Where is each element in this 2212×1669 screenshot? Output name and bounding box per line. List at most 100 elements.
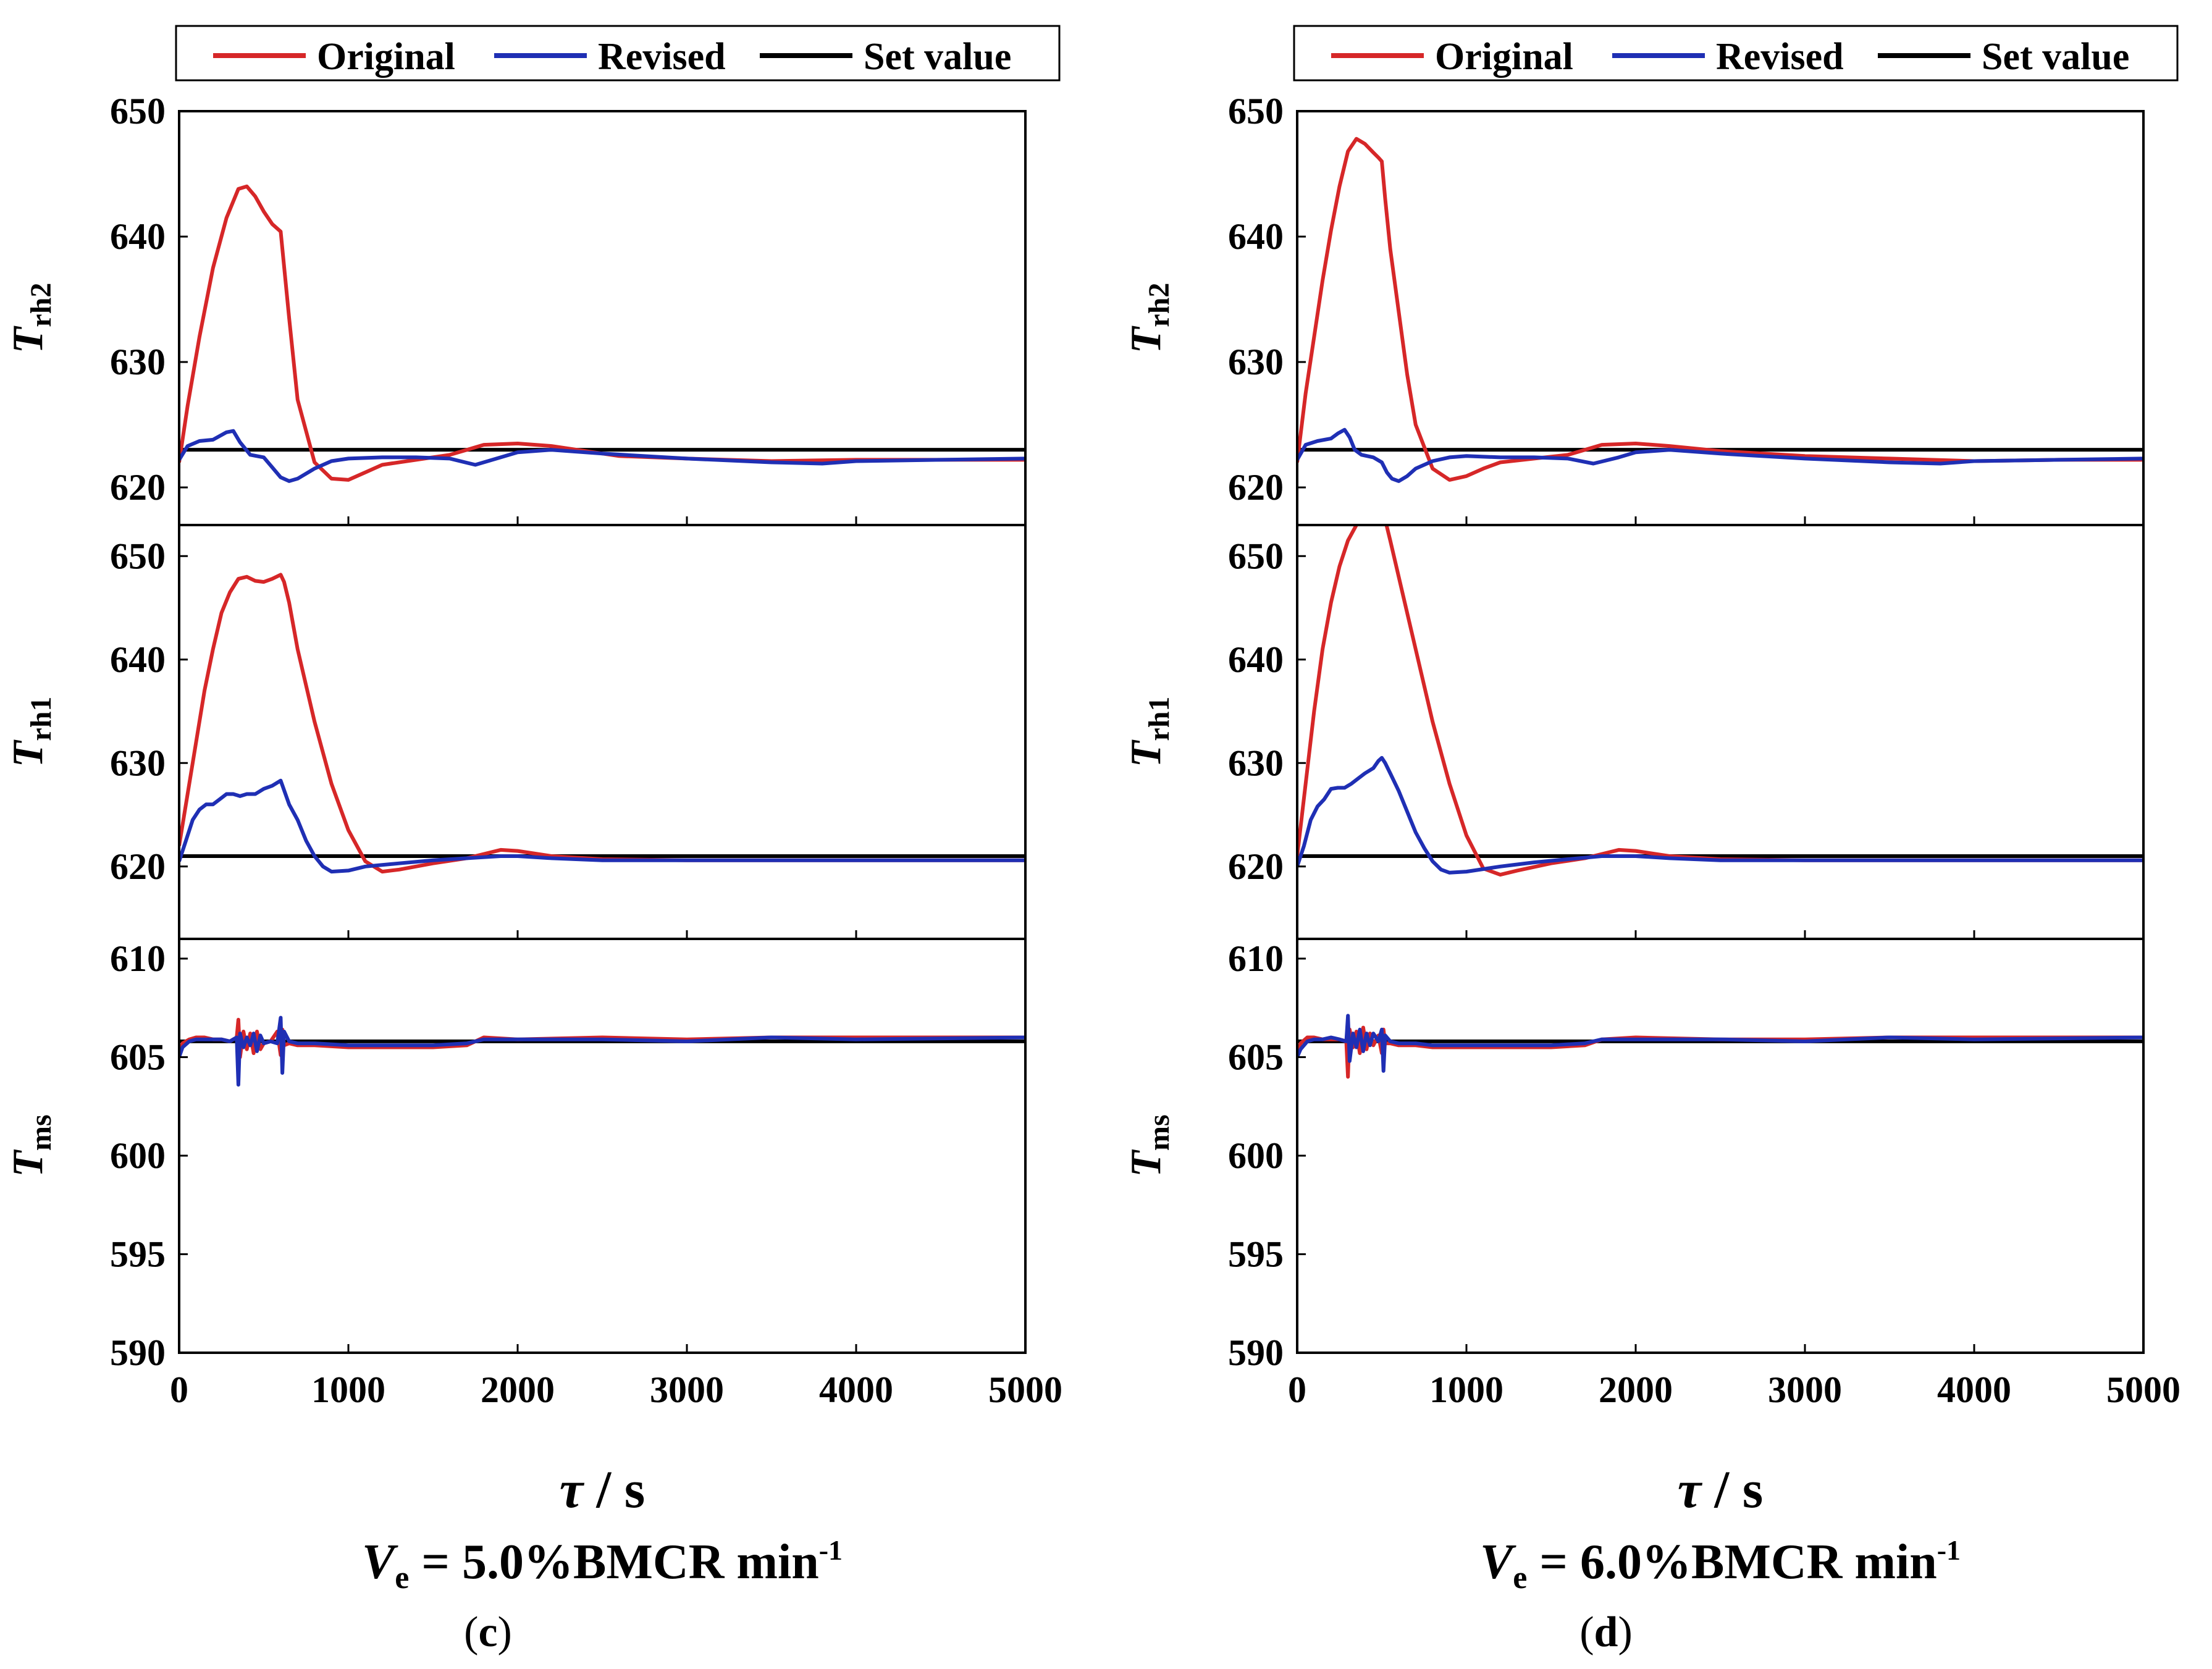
y-tick-label: 590 (1228, 1332, 1284, 1373)
series-revised-ms (1297, 1014, 2143, 1073)
series-revised-ms (179, 1015, 1025, 1087)
x-tick-label: 2000 (1599, 1369, 1673, 1410)
y-tick-label: 590 (110, 1332, 166, 1373)
panel-label-open: ( (1579, 1608, 1594, 1656)
legend: Original Revised Set value (175, 25, 1061, 82)
panel-label: (d) (1579, 1608, 1633, 1656)
y-tick-label: 595 (1228, 1234, 1284, 1274)
condition-label: Ve = 5.0%BMCR min-1 (362, 1534, 843, 1595)
y-label-subscript: rh1 (1143, 697, 1175, 741)
condition-symbol: V (1480, 1535, 1516, 1589)
y-tick-label: 600 (1228, 1135, 1284, 1176)
y-tick-label: 605 (110, 1036, 166, 1077)
y-tick-label: 610 (1228, 938, 1284, 979)
x-tick-label: 3000 (1768, 1369, 1842, 1410)
y-tick-label: 640 (1228, 639, 1284, 680)
y-axis-label: Trh1 (1122, 697, 1175, 768)
subplot-ms: 590 595 600 605 610 Tms (4, 938, 1027, 1373)
y-tick-label: 650 (110, 91, 166, 132)
y-tick-label: 650 (1228, 91, 1284, 132)
plot-frame (178, 524, 1027, 940)
y-tick-label: 620 (1228, 846, 1284, 887)
y-axis-label: Tms (1122, 1114, 1175, 1177)
panel-d: Original Revised Set value 620 630 640 650 Trh2… (1122, 25, 2180, 1656)
condition-text: = 6.0%BMCR min (1527, 1535, 1937, 1589)
series-original-rh2 (1297, 137, 2143, 482)
y-axis-label: Trh2 (4, 283, 57, 354)
series-revised-rh1 (179, 778, 1025, 874)
legend-box (1293, 25, 2179, 82)
x-tick-label: 1000 (311, 1369, 385, 1410)
panel-label-close: ) (498, 1608, 512, 1656)
y-tick-label: 610 (110, 938, 166, 979)
legend-label-original: Original (317, 36, 455, 78)
x-label-symbol: τ (560, 1460, 585, 1519)
plot-frame (178, 110, 1027, 526)
y-label-symbol: T (1122, 1149, 1170, 1177)
y-tick-label: 620 (1228, 467, 1284, 508)
x-tick-label: 4000 (819, 1369, 893, 1410)
y-tick-label: 620 (110, 467, 166, 508)
y-tick-label: 650 (110, 536, 166, 576)
y-tick-label: 630 (1228, 742, 1284, 783)
y-tick-label: 630 (110, 342, 166, 382)
y-label-subscript: ms (1143, 1114, 1175, 1151)
subplot-ms: 590 595 600 605 610 Tms (1122, 938, 2145, 1373)
y-label-subscript: rh2 (1143, 283, 1175, 327)
legend-label-set-value: Set value (1982, 36, 2129, 78)
condition-superscript: -1 (819, 1534, 843, 1566)
plot-frame (178, 938, 1027, 1354)
x-label-unit: / s (1701, 1460, 1763, 1519)
y-tick-label: 620 (110, 846, 166, 887)
y-tick-label: 650 (1228, 536, 1284, 576)
y-axis-label: Trh2 (1122, 283, 1175, 354)
x-tick-label: 5000 (988, 1369, 1062, 1410)
x-label-symbol: τ (1678, 1460, 1703, 1519)
panel-label-close: ) (1618, 1608, 1632, 1656)
series-original-rh1 (179, 573, 1025, 874)
y-label-subscript: ms (25, 1114, 57, 1151)
y-tick-label: 595 (110, 1234, 166, 1274)
x-axis-label: τ / s (560, 1460, 646, 1519)
legend-box (175, 25, 1061, 82)
legend-label-original: Original (1435, 36, 1573, 78)
x-tick-label: 3000 (650, 1369, 724, 1410)
subplot-rh1: 620 630 640 650 Trh1 (1122, 524, 2145, 940)
y-label-symbol: T (1122, 739, 1170, 767)
legend-label-set-value: Set value (864, 36, 1011, 78)
y-label-subscript: rh2 (25, 283, 57, 327)
subplot-rh1: 620 630 640 650 Trh1 (4, 524, 1027, 940)
series-revised-rh1 (1297, 755, 2143, 875)
plot-frame (1296, 938, 2145, 1354)
y-label-symbol: T (1122, 325, 1170, 353)
x-label-unit: / s (583, 1460, 645, 1519)
x-tick-label: 4000 (1937, 1369, 2011, 1410)
panel-label-letter: d (1594, 1608, 1618, 1656)
condition-symbol: V (362, 1535, 398, 1589)
panel-label: (c) (464, 1608, 512, 1656)
x-tick-label: 1000 (1429, 1369, 1503, 1410)
condition-text: = 5.0%BMCR min (409, 1535, 818, 1589)
series-original-ms (1297, 1025, 2143, 1079)
y-tick-label: 640 (110, 216, 166, 257)
legend-label-revised: Revised (1716, 36, 1844, 78)
y-axis-label: Trh1 (4, 697, 57, 768)
y-tick-label: 640 (110, 639, 166, 680)
x-tick-label: 2000 (481, 1369, 555, 1410)
y-tick-label: 600 (110, 1135, 166, 1176)
y-label-subscript: rh1 (25, 697, 57, 741)
x-axis-label: τ / s (1678, 1460, 1764, 1519)
series-revised-rh2 (1297, 427, 2143, 483)
x-tick-label: 0 (170, 1369, 188, 1410)
y-axis-label: Tms (4, 1114, 57, 1177)
series-original-rh2 (179, 184, 1025, 482)
legend: Original Revised Set value (1293, 25, 2179, 82)
y-tick-label: 630 (1228, 342, 1284, 382)
condition-subscript: e (1513, 1560, 1527, 1595)
y-tick-label: 640 (1228, 216, 1284, 257)
panel-label-open: ( (464, 1608, 478, 1656)
panel-c: Original Revised Set value 620 630 640 650 Trh2… (4, 25, 1062, 1656)
y-label-symbol: T (4, 1149, 52, 1177)
y-tick-label: 630 (110, 742, 166, 783)
